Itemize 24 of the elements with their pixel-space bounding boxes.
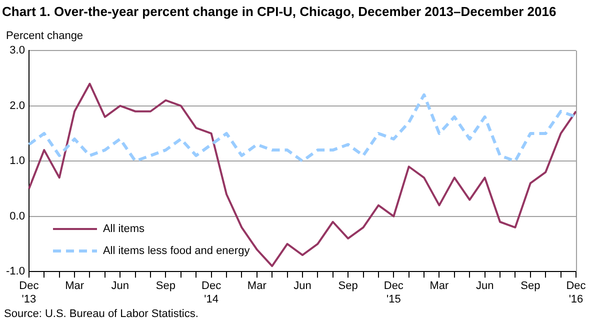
x-tick-label: Dec '14 [202, 280, 222, 306]
legend-label: All items less food and energy [102, 244, 250, 257]
x-tick-label: Dec '15 [384, 280, 404, 306]
y-tick-label: 2.0 [10, 100, 25, 112]
y-tick-label: 0.0 [10, 210, 25, 222]
source-note: Source: U.S. Bureau of Labor Statistics. [4, 308, 198, 320]
x-tick-label: Mar [430, 280, 450, 292]
x-tick-label: Jun [294, 280, 312, 292]
x-tick-label: Dec '13 [19, 280, 40, 306]
y-tick-label: -1.0 [6, 266, 25, 278]
x-tick-label: Dec '16 [566, 280, 586, 306]
x-tick-label: Jun [476, 280, 494, 292]
x-tick-label: Mar [247, 280, 267, 292]
x-tick-label: Jun [111, 280, 130, 292]
legend-label: All items [102, 222, 145, 235]
line-series [27, 93, 578, 163]
y-tick-label: 1.0 [10, 155, 25, 168]
y-axis-title: Percent change [6, 30, 84, 42]
chart-title: Chart 1. Over-the-year percent change in CPI-U, Chicago, December 2013–December 2016 [2, 4, 556, 19]
y-tick-label: 3.0 [10, 44, 25, 57]
x-tick-label: Mar [65, 280, 84, 292]
x-tick-label: Sep [520, 280, 540, 292]
x-tick-label: Sep [338, 280, 358, 292]
x-tick-label: Sep [156, 280, 176, 292]
